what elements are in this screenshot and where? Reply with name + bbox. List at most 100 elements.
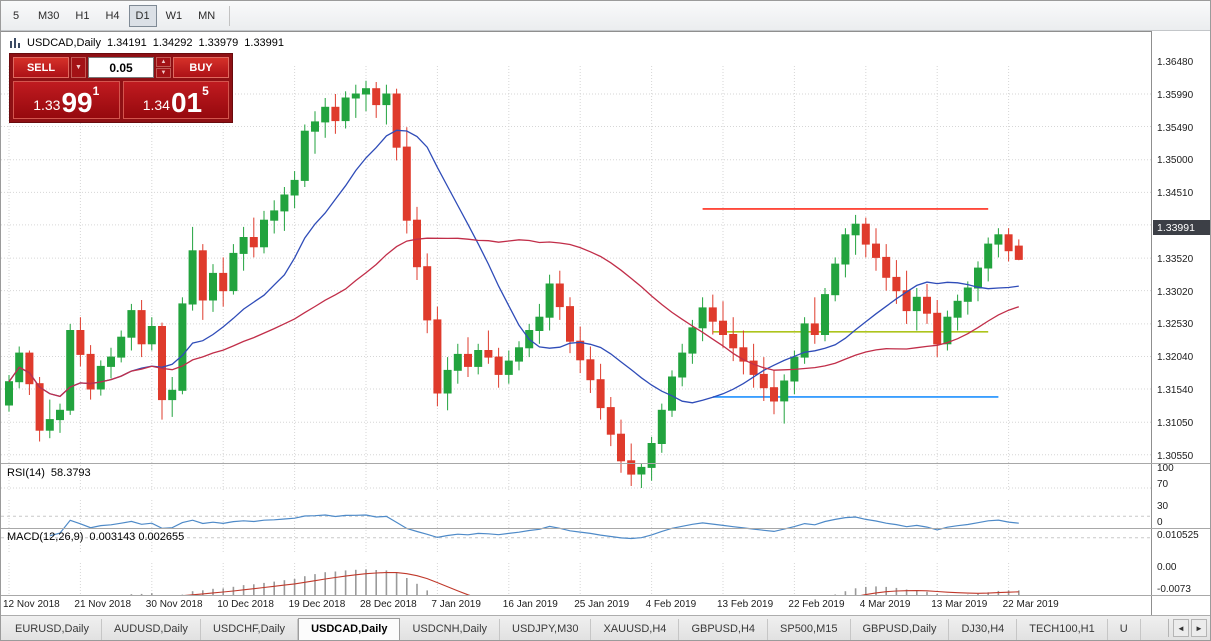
axis-label: 1.32040 [1157,352,1194,363]
timeframe-button-h4[interactable]: H4 [98,5,126,27]
date-label: 22 Mar 2019 [1002,599,1059,610]
axis-label: 100 [1157,463,1174,474]
volume-spinner: ▲ ▼ [156,57,171,78]
ma-slow-line [8,237,1020,398]
axis-label: 1.35990 [1157,89,1194,101]
ohlc-open: 1.34191 [106,37,147,49]
axis-label: 30 [1157,500,1169,512]
axis-label: 1.32530 [1157,319,1194,331]
chart-tab-sp500-m15[interactable]: SP500,M15 [768,618,851,640]
chart-tab-tech100-h1[interactable]: TECH100,H1 [1017,618,1108,640]
one-click-trading-panel: SELL ▼ ▲ ▼ BUY 1.33 99 1 1.34 01 5 [9,53,233,123]
chart-tab-usdchf-daily[interactable]: USDCHF,Daily [201,618,299,640]
volume-increase-button[interactable]: ▲ [156,57,171,67]
symbol-label: USDCAD,Daily [27,37,101,49]
date-label: 12 Nov 2018 [3,599,60,610]
timeframe-button-5[interactable]: 5 [3,5,29,27]
buy-button[interactable]: BUY [173,57,229,78]
chart-tab-gbpusd-h4[interactable]: GBPUSD,H4 [679,618,769,640]
timeframe-button-m30[interactable]: M30 [31,5,66,27]
time-axis[interactable]: 12 Nov 2018 21 Nov 2018 30 Nov 2018 10 Dec … [1,596,1151,615]
ask-prefix: 1.34 [142,97,170,113]
chart-tab-dj30-h4[interactable]: DJ30,H4 [949,618,1018,640]
rsi-value: 58.3793 [50,467,91,479]
tabs-scroll-left-button[interactable]: ◄ [1173,619,1189,637]
volume-dropdown-button[interactable]: ▼ [71,57,86,78]
bid-pips: 99 [61,86,93,118]
timeframe-toolbar: 5 M30 H1 H4 D1 W1 MN [1,1,1210,31]
tab-scroll-controls: ◄ ► [1168,619,1207,637]
date-label: 30 Nov 2018 [145,599,203,610]
rsi-line [49,514,1019,540]
axis-label: 70 [1157,479,1169,491]
date-label: 4 Feb 2019 [645,599,697,610]
chart-icon [9,37,21,49]
volume-input[interactable] [88,57,154,78]
ohlc-high: 1.34292 [152,37,193,49]
buy-price-button[interactable]: 1.34 01 5 [122,81,229,119]
axis-label: 1.35490 [1157,122,1194,134]
chart-tab-xauusd-h4[interactable]: XAUUSD,H4 [591,618,680,640]
tab-arrows-divider [1168,619,1169,637]
chart-ohlc-header: USDCAD,Daily 1.34191 1.34292 1.33979 1.3… [9,37,284,49]
axis-label: -0.0073 [1157,583,1191,595]
macd-indicator-header: MACD(12,26,9) 0.003143 0.002655 [7,531,184,543]
pane-splitter[interactable] [1,595,1210,596]
chart-tab-usdcad-daily[interactable]: USDCAD,Daily [298,617,401,640]
axis-label: 1.30550 [1157,451,1194,462]
pane-splitter[interactable] [1,463,1210,464]
axis-label: 0.00 [1157,562,1177,573]
toolbar-divider [229,5,231,26]
sell-price-button[interactable]: 1.33 99 1 [13,81,120,119]
sell-button[interactable]: SELL [13,57,69,78]
date-label: 19 Dec 2018 [288,599,346,610]
axis-label: 0.010525 [1157,530,1199,542]
ask-pipette: 5 [202,84,209,98]
rsi-indicator-header: RSI(14) 58.3793 [7,467,91,479]
date-label: 21 Nov 2018 [74,599,132,610]
rsi-label: RSI(14) [7,467,45,479]
price-axis[interactable]: 1.33991 1.36480 1.35990 1.35490 1.35000 1.34… [1151,31,1210,615]
axis-label: 1.31050 [1157,417,1194,429]
timeframe-button-mn[interactable]: MN [191,5,222,27]
timeframe-button-d1[interactable]: D1 [128,4,157,27]
timeframe-button-w1[interactable]: W1 [159,5,190,27]
ma-fast-line [8,129,1019,404]
axis-label: 1.35000 [1157,155,1194,167]
date-label: 25 Jan 2019 [574,599,630,610]
bid-pipette: 1 [92,84,100,98]
tabs-scroll-right-button[interactable]: ► [1191,619,1207,637]
axis-label: 1.33520 [1157,253,1194,265]
current-price-badge: 1.33991 [1153,220,1210,236]
chart-tab-audusd-daily[interactable]: AUDUSD,Daily [102,618,201,640]
chart-tab-usdjpy-m30[interactable]: USDJPY,M30 [500,618,592,640]
chart-canvas[interactable] [1,62,1151,641]
chart-tab-u[interactable]: U [1108,618,1141,640]
date-label: 22 Feb 2019 [788,599,845,610]
date-label: 28 Dec 2018 [360,599,417,610]
chart-tab-gbpusd-daily[interactable]: GBPUSD,Daily [851,618,950,640]
axis-label: 0 [1157,517,1163,528]
ohlc-close: 1.33991 [244,37,285,49]
pane-splitter[interactable] [1,528,1210,529]
volume-decrease-button[interactable]: ▼ [156,68,171,78]
ask-pips: 01 [170,86,203,118]
chart-workspace [1,31,1210,625]
date-label: 7 Jan 2019 [431,599,481,610]
axis-label: 1.34510 [1157,187,1194,199]
axis-label: 1.33020 [1157,286,1194,298]
date-label: 10 Dec 2018 [217,599,274,610]
macd-values: 0.003143 0.002655 [89,531,185,543]
chart-tabs-bar: EURUSD,Daily AUDUSD,Daily USDCHF,Daily USDC… [1,615,1210,640]
date-label: 13 Feb 2019 [717,599,774,610]
date-label: 13 Mar 2019 [931,599,988,610]
ohlc-low: 1.33979 [198,37,239,49]
timeframe-button-h1[interactable]: H1 [68,5,96,27]
axis-label: 1.31540 [1157,385,1194,397]
chart-tab-usdcnh-daily[interactable]: USDCNH,Daily [400,618,501,640]
candles-layer [5,80,1023,488]
chart-tab-eurusd-daily[interactable]: EURUSD,Daily [3,618,102,640]
axis-label: 1.36480 [1157,56,1194,68]
date-label: 16 Jan 2019 [502,599,558,610]
